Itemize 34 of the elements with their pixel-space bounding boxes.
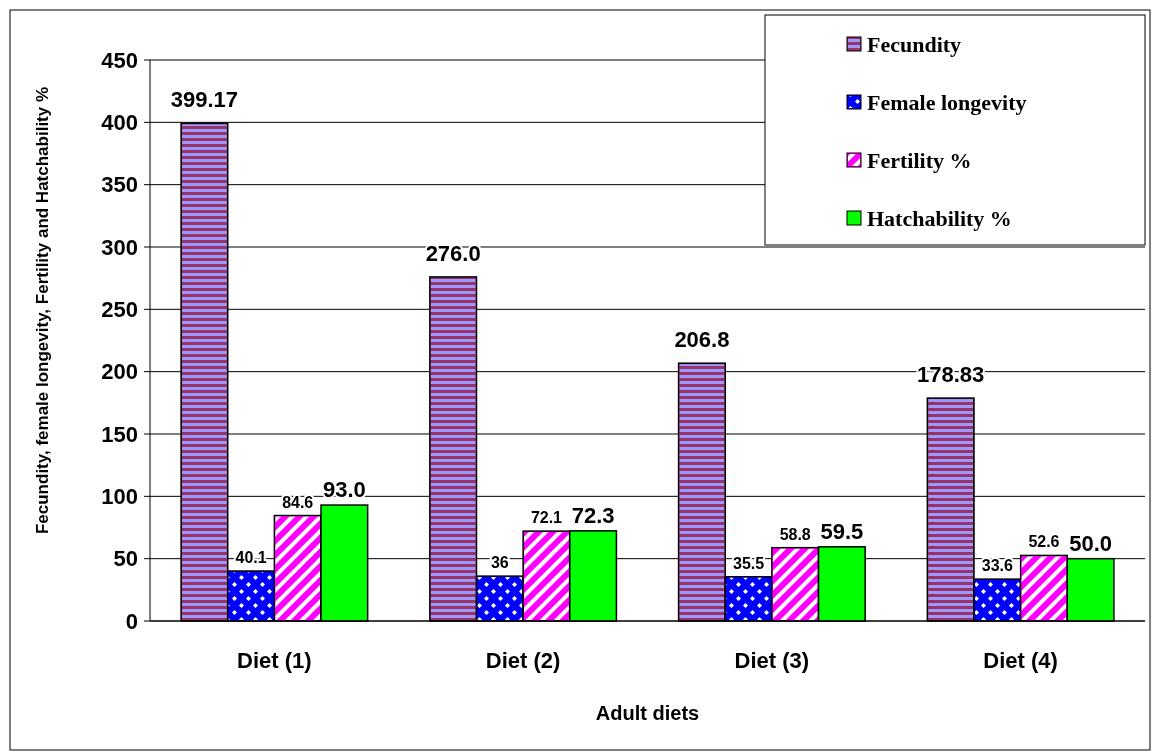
data-label: 206.8 [674, 327, 730, 353]
x-tick-label: Diet (4) [983, 648, 1058, 673]
data-label: 276.0 [425, 240, 481, 266]
x-tick-label: Diet (2) [485, 648, 561, 673]
data-label: 33.6 [981, 557, 1013, 575]
y-tick-label: 200 [101, 359, 138, 385]
x-tick-label: Diet (1) [237, 648, 312, 673]
data-label: 72.3 [571, 502, 615, 528]
y-tick-label: 150 [101, 421, 138, 447]
y-tick-label: 350 [101, 172, 138, 198]
y-tick-label: 0 [125, 608, 138, 634]
data-label: 58.8 [779, 525, 811, 543]
data-label: 84.6 [282, 493, 314, 511]
data-label: 72.1 [530, 509, 563, 527]
data-label: 52.6 [1028, 533, 1060, 551]
y-axis-title: Fecundity, female longevity, Fertility and Hatchability % [33, 86, 52, 535]
legend-label: Fertility % [867, 147, 972, 173]
data-label: 36 [490, 554, 509, 572]
y-tick-label: 250 [101, 297, 138, 323]
y-tick-label: 400 [101, 110, 138, 136]
y-tick-label: 450 [101, 47, 138, 73]
data-label: 93.0 [322, 477, 366, 503]
legend-label: Female longevity [867, 89, 1027, 115]
legend-label: Fecundity [867, 31, 962, 57]
data-label: 50.0 [1069, 530, 1112, 556]
data-label: 399.17 [170, 87, 239, 113]
data-label: 35.5 [732, 554, 765, 572]
data-label: 59.5 [820, 518, 864, 544]
y-tick-label: 300 [101, 234, 138, 260]
y-tick-label: 50 [113, 546, 138, 572]
x-axis-title: Adult diets [595, 702, 700, 724]
legend-label: Hatchability % [867, 205, 1012, 231]
y-tick-label: 100 [101, 484, 138, 510]
x-tick-label: Diet (3) [734, 648, 810, 673]
